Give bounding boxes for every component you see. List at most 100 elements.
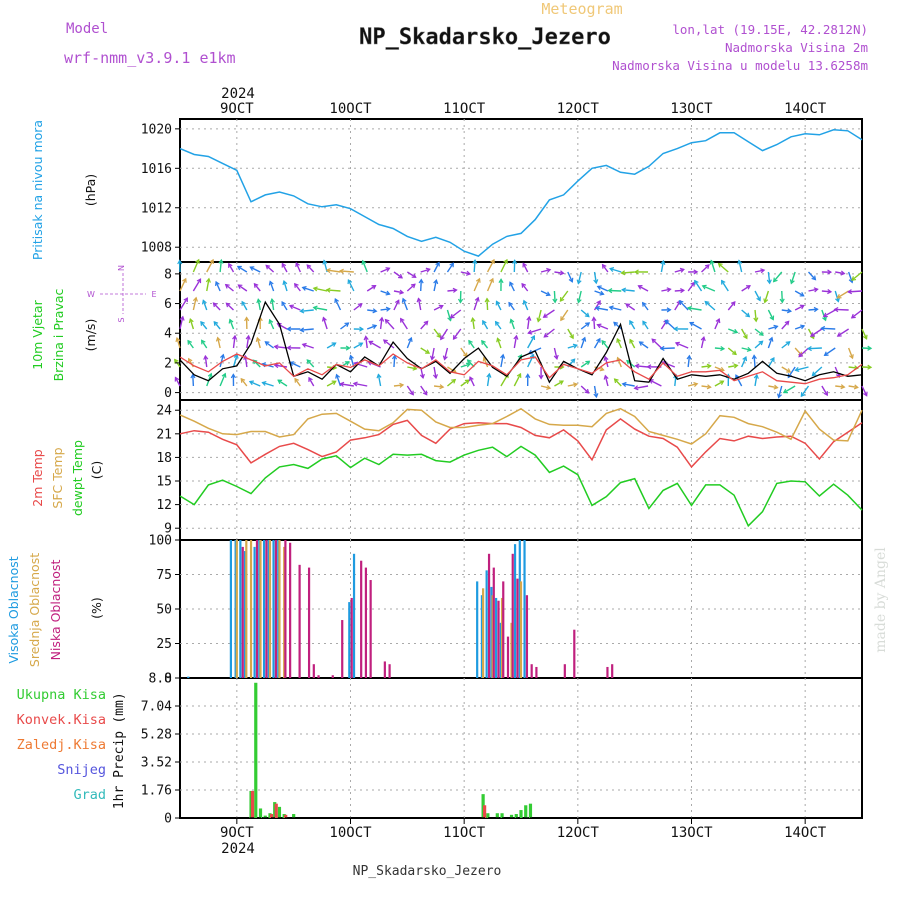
ytick-label: 3.52 — [141, 756, 172, 771]
wind-arrow — [767, 309, 774, 320]
wind-arrow-head — [481, 339, 486, 345]
xtick-label-top: 9OCT — [220, 101, 254, 117]
bar-srednja-oblacnost — [235, 540, 238, 678]
wind-arrow — [741, 356, 747, 368]
wind-arrow — [192, 278, 202, 292]
precip-legend-total: Ukupna Kisa — [17, 687, 106, 703]
wind-arrow — [593, 271, 597, 284]
wind-arrow-head — [822, 316, 827, 322]
bar-niska-oblacnost — [360, 560, 363, 678]
wind-arrow-head — [546, 384, 552, 390]
wind-arrow-head — [758, 331, 764, 336]
wind-arrow — [420, 279, 422, 292]
wind-arrow-head — [175, 336, 181, 343]
wind-arrow-head — [174, 376, 180, 382]
wind-arrow-head — [321, 316, 327, 322]
wind-arrow — [246, 335, 250, 349]
precip-labels: Ukupna Kisa Konvek.Kisa Zaledj.Kisa Snij… — [17, 687, 127, 809]
wind-arrow — [735, 374, 743, 387]
wind-arrow — [407, 366, 417, 370]
wind-arrow — [486, 373, 491, 387]
wind-arrow-head — [763, 298, 769, 304]
wind-arrow-head — [273, 363, 279, 369]
wind-arrow — [834, 290, 840, 302]
bar-konvek-kisa — [284, 814, 288, 818]
wind-arrow-head — [666, 307, 672, 313]
wind-arrow — [294, 283, 301, 292]
bar-niska-oblacnost — [492, 567, 495, 678]
wind-arrow — [580, 385, 590, 394]
wind-arrow — [192, 259, 200, 273]
bar-ukupna-kisa — [509, 814, 514, 818]
bar-srednja-oblacnost — [249, 540, 253, 678]
wind-arrow — [808, 347, 822, 350]
wind-arrow-head — [440, 335, 445, 341]
wind-arrow-head — [447, 316, 453, 322]
wind-arrow-head — [474, 296, 480, 302]
wind-arrow — [753, 355, 756, 368]
wind-arrow — [616, 357, 622, 368]
wind-arrow — [313, 287, 328, 292]
ytick-label: 1.76 — [141, 784, 172, 799]
wind-arrow — [642, 302, 649, 311]
wind-arrow — [232, 335, 236, 349]
wind-arrow-head — [596, 323, 602, 329]
wind-arrow-head — [439, 384, 445, 390]
wind-arrow — [821, 290, 832, 293]
wind-arrow-head — [576, 298, 582, 304]
wind-arrow — [764, 290, 770, 303]
bar-ukupna-kisa — [495, 813, 499, 818]
wind-arrow — [433, 279, 438, 292]
wind-arrow — [701, 385, 711, 388]
wind-arrow-head — [322, 259, 328, 265]
wind-arrow-head — [813, 306, 819, 313]
wind-arrow-head — [357, 303, 363, 308]
wind-arrow — [543, 328, 555, 338]
bar-srednja-oblacnost — [491, 595, 494, 678]
wind-arrow-head — [770, 356, 775, 362]
wind-arrow — [642, 320, 649, 330]
wind-arrow-head — [466, 359, 472, 365]
wind-arrow-head — [641, 301, 647, 307]
wind-arrow — [821, 309, 827, 321]
wind-arrow-head — [522, 262, 527, 268]
bar-niska-oblacnost — [573, 629, 576, 678]
wind-arrow-head — [786, 368, 792, 373]
wind-arrow — [622, 288, 635, 292]
wind-arrow-head — [286, 345, 292, 351]
wind-arrow — [393, 355, 396, 368]
wind-arrow — [834, 308, 849, 311]
wind-arrow — [754, 374, 758, 387]
wind-arrow — [281, 263, 288, 273]
wind-arrow — [721, 280, 729, 292]
bar-visoka-oblacnost — [476, 581, 479, 678]
wind-arrow — [559, 290, 569, 302]
bar-visoka-oblacnost — [187, 676, 190, 678]
wind-arrow-head — [282, 279, 288, 286]
wind-arrow-head — [475, 277, 481, 283]
wind-arrow — [433, 262, 440, 273]
wind-arrow — [718, 263, 729, 273]
wind-arrow-head — [753, 317, 759, 323]
wind-arrow — [649, 379, 662, 387]
wind-arrow — [300, 309, 314, 312]
bar-niska-oblacnost — [350, 597, 353, 678]
wind-arrow-head — [599, 366, 605, 372]
wind-arrow — [781, 341, 791, 349]
wind-arrow-head — [179, 315, 185, 321]
wind-arrow — [495, 301, 502, 311]
wind-arrow-head — [494, 320, 500, 326]
wind-arrow-head — [743, 334, 748, 340]
wind-arrow — [202, 300, 208, 311]
wind-arrow-head — [593, 393, 599, 399]
wind-arrow-head — [248, 380, 254, 386]
bar-niska-oblacnost — [388, 664, 391, 678]
temp-labels: 2m Temp SFC Temp dewpt Temp (C) — [30, 440, 104, 516]
wind-arrow-head — [463, 352, 468, 358]
wind-arrow-head — [509, 318, 515, 324]
ytick-label: 25 — [156, 637, 172, 652]
wind-arrow-head — [264, 341, 270, 346]
wind-arrow — [634, 385, 649, 390]
wind-arrow — [597, 285, 609, 292]
wind-arrow — [794, 325, 805, 330]
